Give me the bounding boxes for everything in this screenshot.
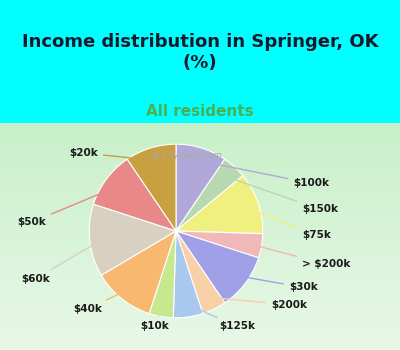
Wedge shape [176,176,263,234]
Wedge shape [94,159,176,231]
Text: Income distribution in Springer, OK
(%): Income distribution in Springer, OK (%) [22,33,378,72]
Wedge shape [89,204,176,275]
Wedge shape [176,231,225,314]
Text: $20k: $20k [69,148,152,160]
Text: $50k: $50k [17,188,114,227]
Wedge shape [101,231,176,314]
Text: $10k: $10k [140,306,169,331]
Text: All residents: All residents [146,104,254,119]
Text: $100k: $100k [200,161,329,188]
Text: $30k: $30k [238,276,318,292]
Wedge shape [127,144,176,231]
Text: $60k: $60k [21,240,100,284]
Wedge shape [176,231,258,303]
Wedge shape [173,231,203,318]
Wedge shape [176,144,225,231]
Wedge shape [149,231,176,318]
Text: $75k: $75k [248,208,331,240]
Text: $40k: $40k [73,290,127,314]
Wedge shape [176,159,243,231]
Text: $200k: $200k [211,298,308,310]
Text: @ City-Data.com: @ City-Data.com [152,150,222,160]
Text: $150k: $150k [228,177,338,214]
Text: $125k: $125k [189,305,256,331]
Wedge shape [176,231,263,258]
Text: > $200k: > $200k [251,244,350,269]
